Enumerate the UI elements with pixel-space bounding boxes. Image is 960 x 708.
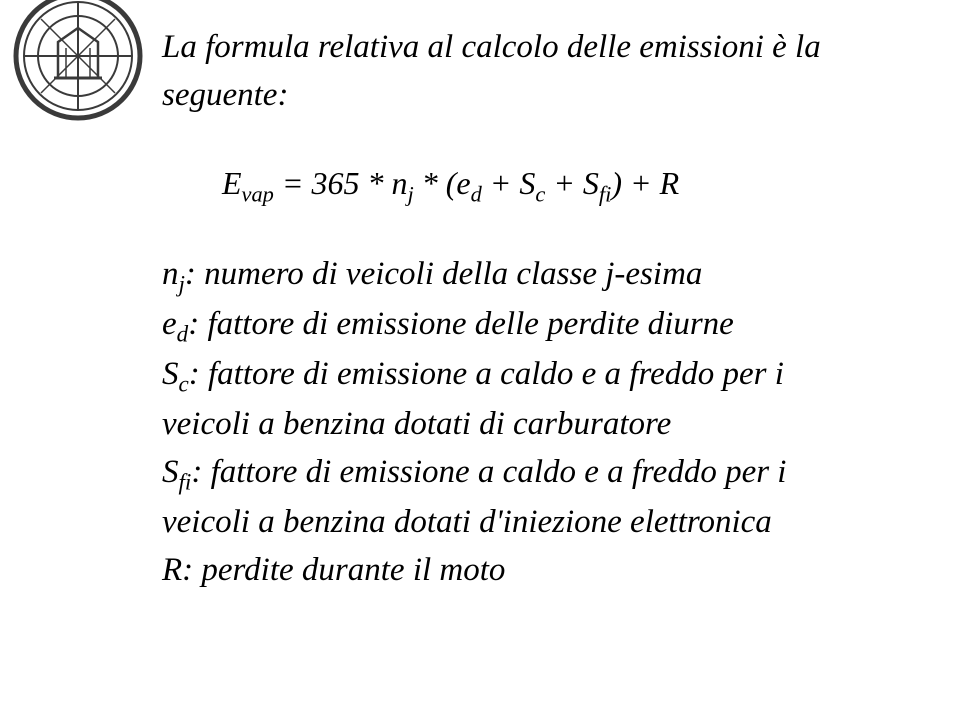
sym-r: R: [162, 552, 182, 588]
definitions: nj: numero di veicoli della classe j-esi…: [162, 251, 912, 595]
formula-eq: = 365 * n: [274, 165, 408, 201]
sym-ed: e: [162, 306, 177, 342]
heading-line-1: La formula relativa al calcolo delle emi…: [162, 24, 912, 72]
sym-sfi: S: [162, 454, 179, 490]
sub-ed: d: [177, 320, 189, 346]
def-r: R: perdite durante il moto: [162, 547, 912, 595]
def-sfi-line2: veicoli a benzina dotati d'iniezione ele…: [162, 499, 912, 547]
sub-sc: c: [179, 370, 189, 396]
formula-mid1: * (e: [414, 165, 471, 201]
sub-fi: fi: [599, 181, 611, 206]
def-ed-text: : fattore di emissione delle perdite diu…: [188, 306, 734, 342]
def-nj: nj: numero di veicoli della classe j-esi…: [162, 251, 912, 301]
def-sfi-line1: Sfi: fattore di emissione a caldo e a fr…: [162, 449, 912, 499]
def-sc-line2: veicoli a benzina dotati di carburatore: [162, 401, 912, 449]
institution-seal-icon: [8, 0, 148, 126]
sub-vap: vap: [242, 181, 274, 206]
def-r-text: : perdite durante il moto: [182, 552, 505, 588]
formula-mid2: + S: [482, 165, 536, 201]
def-ed: ed: fattore di emissione delle perdite d…: [162, 301, 912, 351]
heading-line-2: seguente:: [162, 72, 912, 120]
sym-sc: S: [162, 356, 179, 392]
def-sc-text1: : fattore di emissione a caldo e a fredd…: [189, 356, 784, 392]
def-sc-line1: Sc: fattore di emissione a caldo e a fre…: [162, 351, 912, 401]
formula: Evap = 365 * nj * (ed + Sc + Sfi) + R: [162, 160, 912, 211]
sub-d: d: [471, 181, 482, 206]
sub-sfi: fi: [179, 468, 192, 494]
slide-page: La formula relativa al calcolo delle emi…: [0, 0, 960, 708]
sub-c: c: [535, 181, 545, 206]
sym-nj: n: [162, 256, 179, 292]
formula-mid3: + S: [545, 165, 599, 201]
def-nj-text: : numero di veicoli della classe j-esima: [185, 256, 702, 292]
def-sfi-text1: : fattore di emissione a caldo e a fredd…: [191, 454, 786, 490]
sym-E: E: [222, 165, 242, 201]
formula-tail: ) + R: [611, 165, 679, 201]
